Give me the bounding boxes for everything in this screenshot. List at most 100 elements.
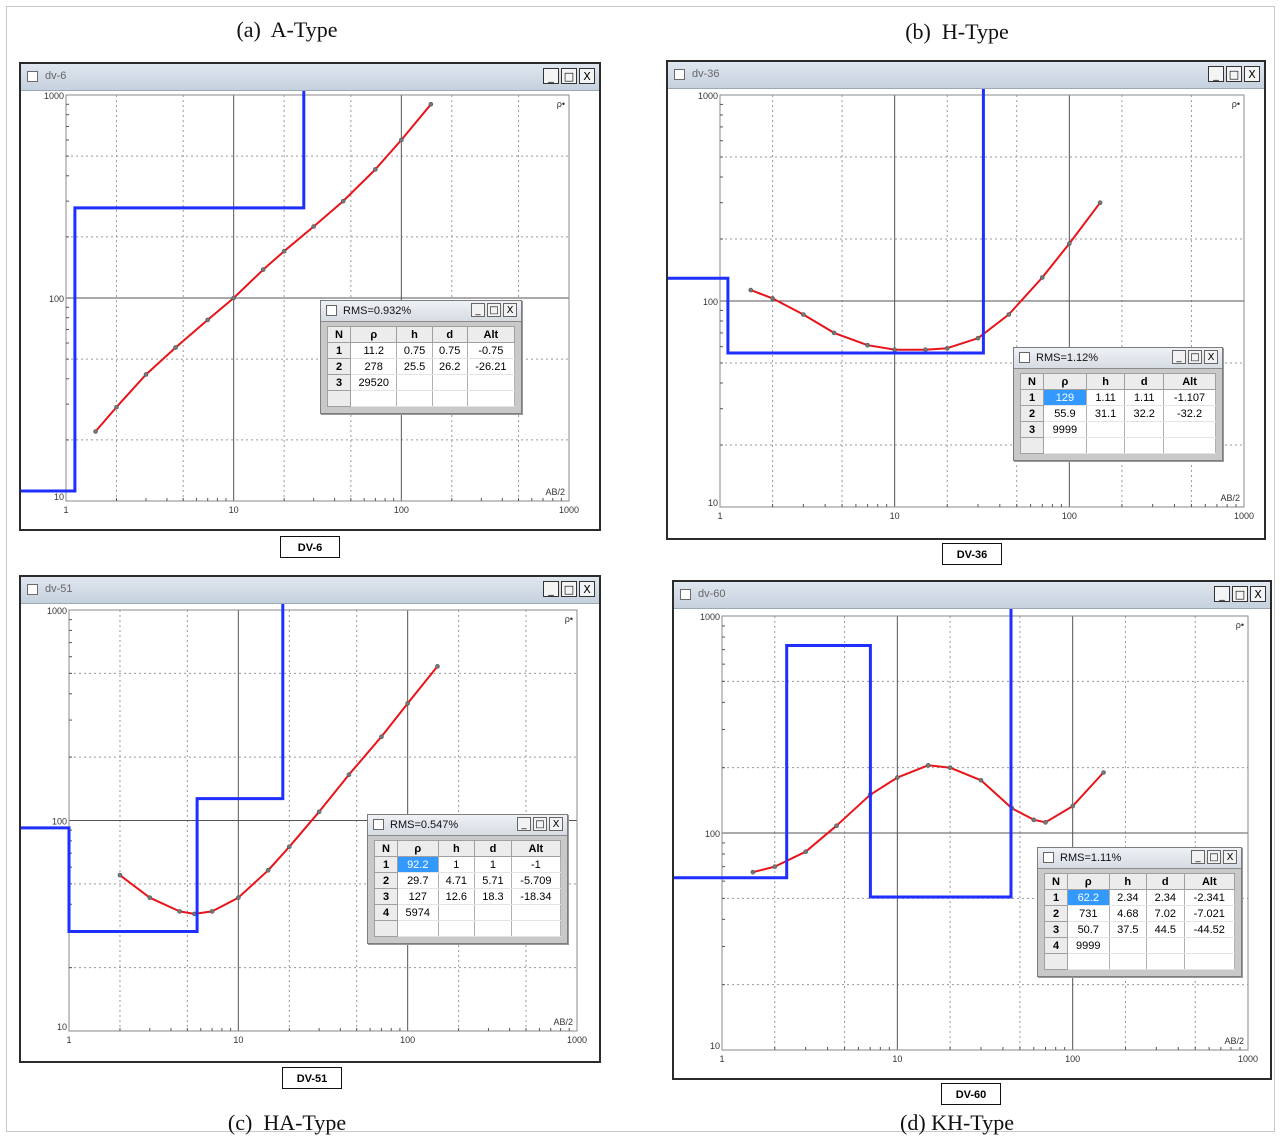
thickness-cell[interactable]: 12.6: [438, 888, 476, 905]
minimize-button[interactable]: _: [1214, 586, 1230, 602]
thickness-cell[interactable]: 0.75: [396, 342, 433, 359]
depth-cell[interactable]: [1146, 937, 1185, 954]
depth-cell[interactable]: 2.34: [1146, 889, 1185, 906]
table-row[interactable]: 1 62.2 2.34 2.34 -2.341: [1044, 889, 1236, 906]
depth-cell[interactable]: 1: [474, 856, 512, 873]
dialog-titlebar[interactable]: RMS=0.932% _ □ X: [321, 301, 521, 322]
table-row[interactable]: 3 127 12.6 18.3 -18.34: [374, 888, 562, 905]
depth-cell[interactable]: 26.2: [432, 358, 468, 375]
close-button[interactable]: X: [503, 303, 517, 317]
altitude-cell[interactable]: [467, 374, 516, 391]
table-row[interactable]: 2 278 25.5 26.2 -26.21: [327, 358, 516, 375]
table-row[interactable]: 2 731 4.68 7.02 -7.021: [1044, 905, 1236, 922]
resistivity-cell[interactable]: 5974: [397, 904, 439, 921]
thickness-cell[interactable]: [438, 904, 476, 921]
resistivity-cell[interactable]: 92.2: [397, 856, 439, 873]
maximize-button[interactable]: □: [533, 817, 547, 831]
altitude-cell[interactable]: -1.107: [1163, 389, 1216, 406]
altitude-cell[interactable]: [1184, 937, 1236, 954]
thickness-cell[interactable]: [1109, 937, 1148, 954]
table-row[interactable]: 2 29.7 4.71 5.71 -5.709: [374, 872, 562, 889]
depth-cell[interactable]: 1.11: [1124, 389, 1165, 406]
resistivity-cell[interactable]: 62.2: [1067, 889, 1110, 906]
altitude-cell[interactable]: -7.021: [1184, 905, 1236, 922]
maximize-button[interactable]: □: [1232, 586, 1248, 602]
close-button[interactable]: X: [1223, 850, 1237, 864]
maximize-button[interactable]: □: [561, 581, 577, 597]
table-row[interactable]: 4 9999: [1044, 937, 1236, 954]
thickness-cell[interactable]: [1086, 421, 1126, 438]
close-button[interactable]: X: [1204, 350, 1218, 364]
altitude-cell[interactable]: -32.2: [1163, 405, 1216, 422]
depth-cell[interactable]: [1124, 421, 1165, 438]
sounding-window-dv-36[interactable]: dv-36 _ □ X 1 10 100 1000 10 100 1000 ρ• AB/2: [666, 60, 1266, 540]
resistivity-cell[interactable]: 127: [397, 888, 439, 905]
thickness-cell[interactable]: 4.68: [1109, 905, 1148, 922]
close-button[interactable]: X: [1244, 66, 1260, 82]
minimize-button[interactable]: _: [1191, 850, 1205, 864]
depth-cell[interactable]: 5.71: [474, 872, 512, 889]
altitude-cell[interactable]: -0.75: [467, 342, 516, 359]
sounding-window-dv-6[interactable]: dv-6 _ □ X 1 10 100 1000 10 100 1000 ρ• AB/2: [19, 62, 601, 531]
minimize-button[interactable]: _: [1172, 350, 1186, 364]
maximize-button[interactable]: □: [487, 303, 501, 317]
altitude-cell[interactable]: -5.709: [511, 872, 562, 889]
altitude-cell[interactable]: [1163, 421, 1216, 438]
depth-cell[interactable]: 44.5: [1146, 921, 1185, 938]
altitude-cell[interactable]: [511, 904, 562, 921]
table-row[interactable]: 1 11.2 0.75 0.75 -0.75: [327, 342, 516, 359]
resistivity-cell[interactable]: 50.7: [1067, 921, 1110, 938]
resistivity-cell[interactable]: 11.2: [350, 342, 398, 359]
maximize-button[interactable]: □: [561, 68, 577, 84]
depth-cell[interactable]: [474, 904, 512, 921]
thickness-cell[interactable]: 1: [438, 856, 476, 873]
resistivity-cell[interactable]: 9999: [1043, 421, 1087, 438]
thickness-cell[interactable]: [396, 374, 433, 391]
table-row[interactable]: 1 92.2 1 1 -1: [374, 856, 562, 873]
dialog-titlebar[interactable]: RMS=0.547% _ □ X: [368, 815, 567, 836]
minimize-button[interactable]: _: [543, 68, 559, 84]
sounding-window-dv-60[interactable]: dv-60 _ □ X 1 10 100 1000 10 100 1000 ρ• AB/2: [672, 580, 1272, 1080]
minimize-button[interactable]: _: [471, 303, 485, 317]
thickness-cell[interactable]: 4.71: [438, 872, 476, 889]
table-row[interactable]: 3 9999: [1020, 421, 1216, 438]
window-titlebar[interactable]: dv-6 _ □ X: [21, 64, 599, 91]
table-row[interactable]: 4 5974: [374, 904, 562, 921]
maximize-button[interactable]: □: [1226, 66, 1242, 82]
resistivity-cell[interactable]: 9999: [1067, 937, 1110, 954]
depth-cell[interactable]: 7.02: [1146, 905, 1185, 922]
table-row[interactable]: 2 55.9 31.1 32.2 -32.2: [1020, 405, 1216, 422]
altitude-cell[interactable]: -2.341: [1184, 889, 1236, 906]
maximize-button[interactable]: □: [1207, 850, 1221, 864]
minimize-button[interactable]: _: [1208, 66, 1224, 82]
altitude-cell[interactable]: -18.34: [511, 888, 562, 905]
altitude-cell[interactable]: -44.52: [1184, 921, 1236, 938]
depth-cell[interactable]: [432, 374, 468, 391]
thickness-cell[interactable]: 31.1: [1086, 405, 1126, 422]
resistivity-cell[interactable]: 731: [1067, 905, 1110, 922]
dialog-titlebar[interactable]: RMS=1.11% _ □ X: [1038, 848, 1241, 869]
resistivity-cell[interactable]: 29520: [350, 374, 398, 391]
close-button[interactable]: X: [579, 68, 595, 84]
resistivity-cell[interactable]: 129: [1043, 389, 1087, 406]
thickness-cell[interactable]: 37.5: [1109, 921, 1148, 938]
depth-cell[interactable]: 0.75: [432, 342, 468, 359]
close-button[interactable]: X: [1250, 586, 1266, 602]
window-titlebar[interactable]: dv-60 _ □ X: [674, 582, 1270, 609]
thickness-cell[interactable]: 25.5: [396, 358, 433, 375]
dialog-titlebar[interactable]: RMS=1.12% _ □ X: [1014, 348, 1222, 369]
resistivity-cell[interactable]: 278: [350, 358, 398, 375]
depth-cell[interactable]: 18.3: [474, 888, 512, 905]
close-button[interactable]: X: [579, 581, 595, 597]
table-row[interactable]: 3 50.7 37.5 44.5 -44.52: [1044, 921, 1236, 938]
minimize-button[interactable]: _: [543, 581, 559, 597]
table-row[interactable]: 1 129 1.11 1.11 -1.107: [1020, 389, 1216, 406]
window-titlebar[interactable]: dv-51 _ □ X: [21, 577, 599, 604]
maximize-button[interactable]: □: [1188, 350, 1202, 364]
altitude-cell[interactable]: -1: [511, 856, 562, 873]
minimize-button[interactable]: _: [517, 817, 531, 831]
